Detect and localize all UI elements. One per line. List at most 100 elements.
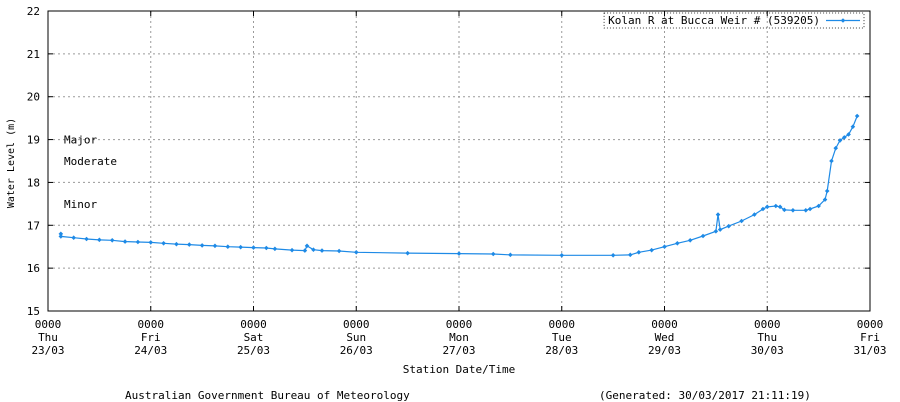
data-point — [777, 204, 783, 210]
x-tick-time: 0000 — [35, 318, 62, 331]
x-tick-day: Thu — [757, 331, 777, 344]
data-point — [726, 223, 732, 229]
y-tick-label: 22 — [27, 5, 40, 18]
flood-level-moderate: Moderate — [64, 155, 117, 168]
data-point — [773, 203, 779, 209]
x-tick-time: 0000 — [857, 318, 884, 331]
data-point — [700, 233, 706, 239]
legend-marker — [840, 18, 846, 23]
data-point — [508, 252, 513, 258]
data-point — [790, 207, 796, 213]
data-point — [824, 188, 830, 194]
footer-source: Australian Government Bureau of Meteorol… — [125, 389, 410, 402]
data-point — [687, 237, 693, 243]
data-point — [58, 231, 64, 237]
data-point — [135, 239, 141, 245]
data-point — [715, 212, 721, 217]
x-axis-ticks: 0000Thu23/030000Fri24/030000Sat25/030000… — [31, 11, 887, 357]
data-point — [58, 234, 64, 239]
data-point — [610, 252, 616, 258]
data-point — [199, 243, 205, 248]
x-tick-date: 27/03 — [442, 344, 475, 357]
data-point — [353, 249, 359, 255]
x-tick-day: Wed — [655, 331, 675, 344]
data-point — [627, 252, 633, 258]
data-point — [850, 124, 856, 130]
data-point — [782, 207, 787, 213]
data-point — [302, 248, 308, 253]
x-tick-time: 0000 — [651, 318, 678, 331]
x-tick-day: Tue — [552, 331, 572, 344]
y-tick-label: 16 — [27, 262, 40, 275]
series-layer — [58, 113, 860, 258]
footer-generated: (Generated: 30/03/2017 21:11:19) — [599, 389, 811, 402]
y-tick-label: 17 — [27, 219, 40, 232]
data-point — [161, 240, 166, 246]
data-point — [822, 197, 828, 202]
data-point — [559, 252, 565, 258]
data-point — [713, 228, 719, 234]
data-point — [97, 237, 102, 243]
data-point — [490, 251, 496, 257]
y-tick-label: 15 — [27, 305, 40, 318]
data-point — [803, 207, 809, 213]
data-point — [675, 240, 680, 246]
y-tick-label: 19 — [27, 134, 40, 147]
data-point — [122, 239, 128, 244]
data-point — [833, 145, 839, 151]
x-tick-date: 30/03 — [751, 344, 784, 357]
legend-box — [603, 12, 865, 29]
data-point — [842, 135, 847, 140]
data-point — [764, 204, 770, 210]
data-point — [636, 249, 642, 255]
data-point — [311, 247, 316, 253]
x-axis-label: Station Date/Time — [403, 363, 516, 376]
data-point — [304, 243, 310, 249]
data-point — [225, 244, 231, 250]
x-tick-date: 29/03 — [648, 344, 681, 357]
data-point — [109, 237, 115, 243]
legend: Kolan R at Bucca Weir # (539205) — [603, 12, 865, 29]
data-point — [186, 242, 192, 247]
y-axis-ticks: 15 16 17 18 19 20 21 22 — [27, 5, 870, 318]
data-point — [336, 248, 342, 254]
data-point — [816, 203, 821, 209]
flood-level-minor: Minor — [64, 198, 97, 211]
x-tick-time: 0000 — [138, 318, 165, 331]
x-tick-date: 25/03 — [237, 344, 270, 357]
flood-level-major: Major — [64, 134, 97, 147]
data-point — [148, 240, 154, 245]
y-tick-label: 20 — [27, 91, 40, 104]
data-point — [846, 132, 851, 137]
data-point — [807, 206, 813, 212]
x-tick-day: Fri — [141, 331, 161, 344]
x-tick-time: 0000 — [240, 318, 267, 331]
y-tick-label: 21 — [27, 48, 40, 61]
data-point — [289, 247, 295, 253]
x-tick-time: 0000 — [549, 318, 576, 331]
data-point — [174, 241, 179, 247]
data-point — [319, 248, 325, 253]
data-point — [662, 244, 667, 250]
data-point — [272, 246, 278, 252]
x-tick-time: 0000 — [754, 318, 781, 331]
data-point — [717, 227, 723, 232]
data-point — [854, 113, 860, 119]
data-point — [212, 243, 218, 249]
x-tick-date: 23/03 — [31, 344, 64, 357]
data-point — [405, 250, 410, 256]
data-point — [84, 236, 89, 242]
x-tick-day: Sat — [244, 331, 264, 344]
y-tick-label: 18 — [27, 176, 40, 189]
data-point — [264, 245, 269, 251]
data-point — [251, 245, 256, 250]
flood-level-labels: Major Moderate Minor — [64, 134, 117, 211]
x-tick-day: Sun — [346, 331, 366, 344]
data-point — [837, 138, 843, 143]
data-point — [739, 218, 744, 224]
data-point — [456, 251, 462, 256]
data-point — [649, 247, 654, 253]
legend-label: Kolan R at Bucca Weir # (539205) — [608, 14, 820, 27]
x-tick-day: Thu — [38, 331, 58, 344]
